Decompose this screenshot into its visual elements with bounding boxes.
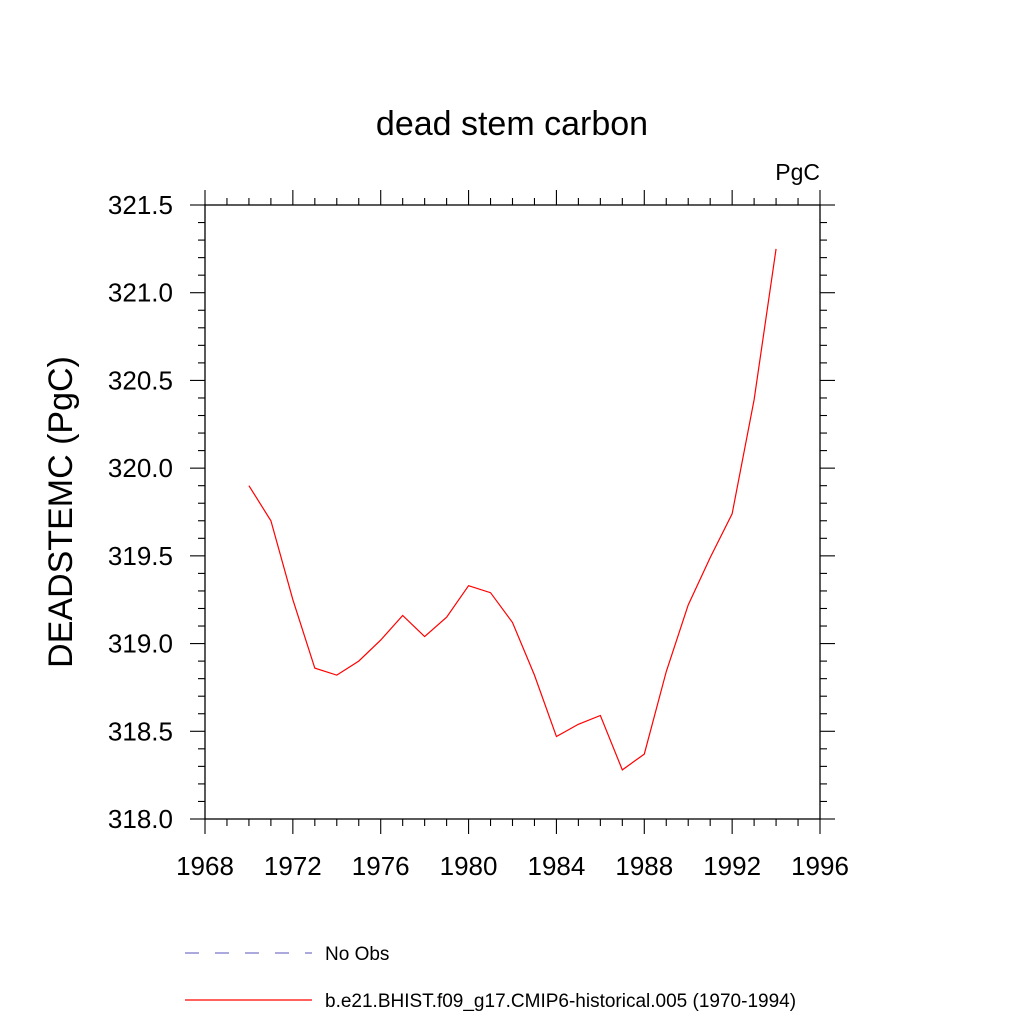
axis-tick-labels: 1968 1972 1976 1980 1984 1988 1992 1996 318.0 318… [108, 190, 849, 881]
y-tick-label: 318.0 [108, 804, 173, 834]
legend-label: No Obs [325, 944, 389, 965]
units-label: PgC [775, 159, 820, 185]
y-tick-label: 319.5 [108, 541, 173, 571]
x-tick-label: 1984 [528, 851, 586, 881]
x-tick-label: 1968 [176, 851, 234, 881]
x-tick-label: 1992 [703, 851, 761, 881]
y-axis-label: DEADSTEMC (PgC) [42, 356, 80, 668]
y-tick-label: 321.0 [108, 278, 173, 308]
x-tick-label: 1996 [791, 851, 849, 881]
series-line [248, 248, 777, 771]
x-tick-label: 1988 [615, 851, 673, 881]
y-tick-label: 318.5 [108, 716, 173, 746]
x-tick-label: 1980 [440, 851, 498, 881]
x-tick-label: 1972 [264, 851, 322, 881]
plot-frame [204, 204, 821, 820]
legend: No Obs b.e21.BHIST.f09_g17.CMIP6-historic… [185, 944, 796, 1012]
legend-label: b.e21.BHIST.f09_g17.CMIP6-historical.005… [325, 991, 796, 1012]
axis-ticks [190, 190, 835, 834]
y-tick-label: 320.5 [108, 365, 173, 395]
series-layer [248, 248, 777, 771]
y-tick-label: 320.0 [108, 453, 173, 483]
y-tick-label: 319.0 [108, 629, 173, 659]
y-tick-label: 321.5 [108, 190, 173, 220]
x-tick-label: 1976 [352, 851, 410, 881]
chart-title: dead stem carbon [376, 105, 648, 143]
